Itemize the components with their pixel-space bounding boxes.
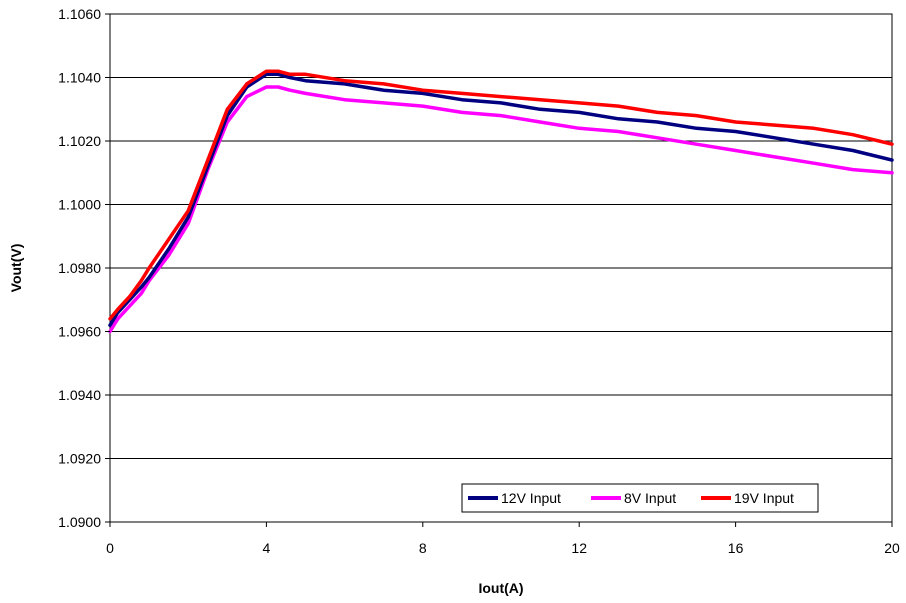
legend-label: 19V Input [734, 490, 794, 506]
legend: 12V Input 8V Input 19V Input [461, 483, 819, 513]
y-tick-label: 1.0920 [58, 451, 101, 467]
series-line-12v-input [108, 72, 894, 327]
y-tick-label: 1.0960 [58, 324, 101, 340]
x-tick-label: 0 [106, 540, 114, 556]
y-tick-label: 1.0940 [58, 387, 101, 403]
series-lines [108, 69, 894, 334]
x-tick-label: 8 [419, 540, 427, 556]
legend-label: 8V Input [624, 490, 676, 506]
x-axis-title: Iout(A) [478, 580, 523, 596]
legend-label: 12V Input [501, 490, 561, 506]
y-axis-title: Vout(V) [8, 244, 24, 293]
series-line-19v-input [108, 69, 894, 321]
x-axis-ticks: 0 4 8 12 16 20 [106, 522, 900, 556]
y-tick-label: 1.1040 [58, 70, 101, 86]
x-tick-label: 16 [728, 540, 744, 556]
y-tick-label: 1.1020 [58, 133, 101, 149]
y-tick-label: 1.0900 [58, 514, 101, 530]
y-tick-label: 1.0980 [58, 260, 101, 276]
gridlines [110, 77, 892, 459]
y-axis-ticks: 1.0900 1.0920 1.0940 1.0960 1.0980 1.1000 1.10… [58, 6, 110, 530]
series-line-8v-input [108, 85, 894, 334]
legend-box [461, 483, 819, 513]
x-tick-label: 20 [884, 540, 900, 556]
y-tick-label: 1.1060 [58, 6, 101, 22]
x-tick-label: 4 [263, 540, 271, 556]
x-tick-label: 12 [571, 540, 587, 556]
y-tick-label: 1.1000 [58, 197, 101, 213]
